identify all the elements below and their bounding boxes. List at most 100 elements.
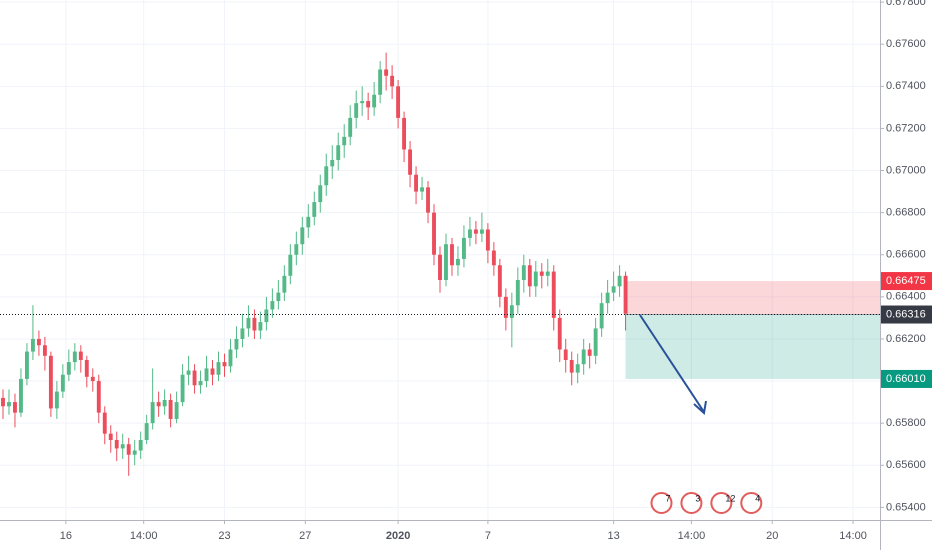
candle-body — [473, 229, 478, 234]
candle-body — [222, 362, 227, 367]
candle-body — [84, 360, 89, 377]
y-tick-label: 0.65800 — [886, 417, 926, 429]
event-count: 4 — [755, 493, 760, 503]
candle-body — [186, 370, 191, 375]
candle-body — [60, 374, 65, 392]
candle-body — [132, 450, 137, 455]
candle-body — [575, 364, 580, 373]
candle-body — [533, 271, 538, 287]
event-count: 3 — [695, 493, 700, 503]
candle-body — [318, 185, 323, 203]
candle-body — [617, 275, 622, 287]
candle-body — [605, 292, 610, 304]
candle-body — [515, 280, 520, 306]
candle-body — [168, 400, 173, 419]
candle-body — [342, 136, 347, 146]
y-tick-label: 0.66400 — [886, 291, 926, 303]
candle-body — [467, 229, 472, 238]
candle-body — [581, 349, 586, 365]
y-tick-label: 0.67400 — [886, 80, 926, 92]
candle-body — [270, 301, 275, 310]
candle-body — [240, 328, 245, 339]
y-tick-label: 0.67600 — [886, 38, 926, 50]
candle-body — [491, 250, 496, 266]
candle-body — [527, 265, 532, 287]
candle-body — [30, 338, 35, 352]
candle-body — [444, 244, 448, 280]
candle-body — [503, 296, 508, 318]
candle-body — [48, 355, 53, 409]
candle-body — [312, 202, 317, 217]
candle-body — [144, 423, 149, 440]
price-label: 0.66316 — [886, 308, 926, 320]
x-tick-label: 2020 — [386, 530, 410, 542]
candle-body — [587, 349, 592, 356]
candle-body — [108, 433, 113, 440]
candle-body — [36, 338, 41, 346]
candle-body — [258, 322, 263, 331]
y-tick-label: 0.66200 — [886, 333, 926, 345]
price-label: 0.66475 — [886, 275, 926, 287]
candle-body — [354, 103, 359, 118]
candle-body — [192, 370, 197, 386]
candle-body — [13, 402, 17, 413]
y-tick-label: 0.65600 — [886, 459, 926, 471]
x-tick-label: 20 — [766, 530, 778, 542]
x-tick-label: 13 — [607, 530, 619, 542]
candle-body — [246, 317, 251, 329]
y-tick-label: 0.67000 — [886, 164, 926, 176]
candle-body — [282, 275, 287, 293]
candle-body — [462, 237, 466, 259]
candle-body — [234, 338, 239, 350]
candle-body — [336, 145, 341, 160]
candle-body — [599, 303, 604, 329]
y-tick-label: 0.66800 — [886, 207, 926, 219]
candle-body — [360, 101, 365, 104]
candle-body — [479, 229, 484, 234]
candle-body — [126, 444, 131, 455]
candle-body — [180, 374, 185, 403]
event-icon — [740, 492, 763, 514]
candle-body — [348, 117, 353, 137]
candle-body — [456, 258, 460, 266]
candle-body — [366, 101, 371, 108]
candle-body — [545, 271, 550, 276]
x-tick-label: 16 — [60, 530, 72, 542]
y-tick-label: 0.67800 — [886, 0, 926, 8]
candle-body — [120, 444, 125, 449]
event-count: 7 — [665, 493, 670, 503]
candle-body — [150, 402, 155, 424]
x-tick-label: 27 — [299, 530, 311, 542]
candle-body — [96, 381, 101, 413]
price-label-box — [881, 305, 932, 324]
candle-body — [396, 86, 401, 118]
candle-body — [210, 368, 215, 375]
candle-body — [66, 362, 71, 375]
candle-body — [485, 229, 490, 251]
y-tick-label: 0.66600 — [886, 249, 926, 261]
candle-body — [7, 402, 11, 407]
candle-body — [276, 292, 281, 302]
axes: 0.654000.656000.658000.660000.662000.664… — [60, 0, 932, 542]
candle-body — [54, 391, 59, 409]
price-label-box — [881, 369, 932, 388]
y-tick-label: 0.65400 — [886, 501, 926, 513]
price-label-box — [881, 272, 932, 291]
event-icon — [710, 492, 733, 514]
plot: 7 3 12 4 — [0, 52, 880, 514]
candle-body — [288, 254, 293, 276]
candle-body — [402, 117, 407, 150]
candle-body — [228, 349, 233, 367]
arrow — [639, 314, 707, 415]
candle-body — [420, 187, 424, 192]
candle-body — [78, 351, 83, 360]
grid — [0, 0, 880, 520]
candle-body — [198, 381, 203, 386]
stop-zone — [625, 281, 880, 315]
candle-body — [557, 317, 562, 350]
y-tick-label: 0.67200 — [886, 122, 926, 134]
candle-body — [216, 362, 221, 375]
candle-body — [19, 378, 23, 413]
